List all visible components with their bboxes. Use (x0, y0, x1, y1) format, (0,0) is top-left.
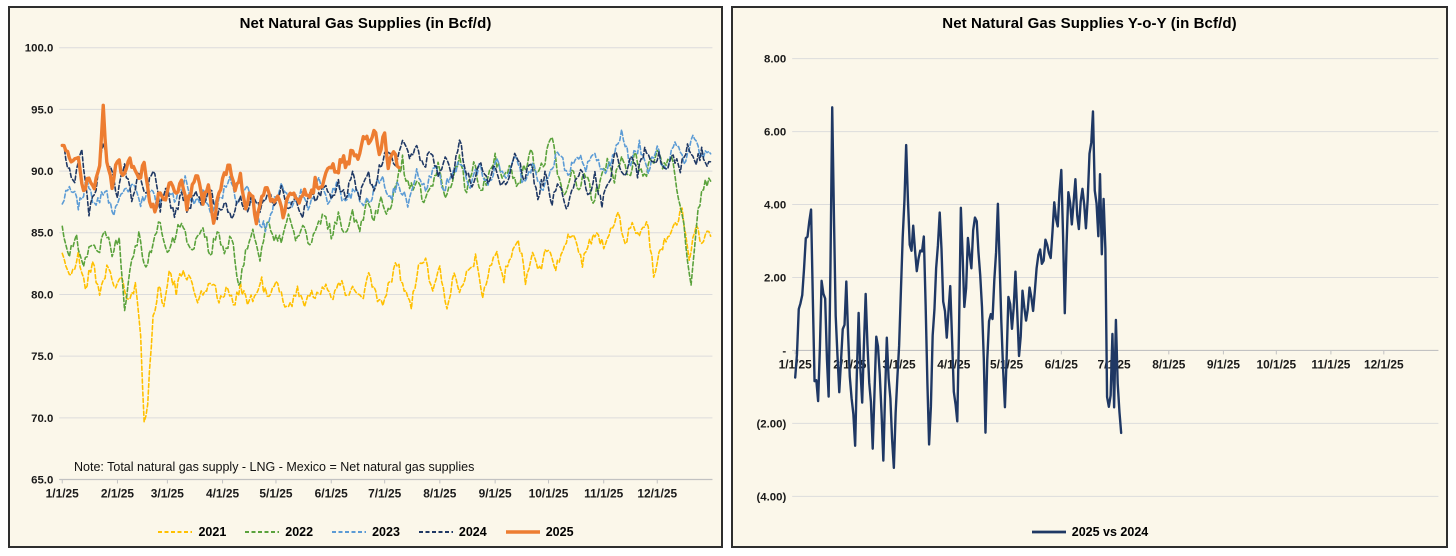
legend-item-2025-vs-2024: 2025 vs 2024 (1031, 525, 1148, 539)
y-tick-label: 90.0 (31, 166, 53, 178)
series-line-2025 (60, 103, 401, 226)
right-chart-title: Net Natural Gas Supplies Y-o-Y (in Bcf/d… (942, 15, 1237, 32)
legend-line-sample (418, 531, 453, 533)
x-tick-label: 10/1/25 (1256, 357, 1296, 371)
y-tick-label: (2.00) (756, 418, 786, 430)
right-chart-legend: 2025 vs 2024 (733, 525, 1446, 539)
right-chart-plot: (4.00)(2.00)-2.004.006.008.001/1/25 2/1/2… (756, 54, 1439, 503)
chart-note: Note: Total natural gas supply - LNG - M… (74, 460, 475, 474)
series-line-2021 (61, 207, 712, 423)
x-tick-label: 8/1/25 (423, 486, 456, 500)
legend-line-sample (332, 531, 367, 533)
x-tick-label: 2/1/25 (101, 486, 134, 500)
x-tick-label: 9/1/25 (1207, 357, 1240, 371)
left-chart-legend: 2021 2022 2023 2024 2025 (10, 525, 721, 539)
y-tick-label: 8.00 (764, 54, 786, 66)
x-tick-label: 11/1/25 (1311, 357, 1350, 371)
y-tick-label: (4.00) (756, 491, 786, 503)
left-chart-panel: Net Natural Gas Supplies (in Bcf/d) 65.0… (8, 6, 723, 548)
x-tick-label: 1/1/25 (46, 486, 79, 500)
x-tick-label: 6/1/25 (1045, 357, 1078, 371)
legend-label: 2025 (545, 525, 574, 539)
legend-label: 2022 (285, 525, 314, 539)
legend-item-2021: 2021 (157, 525, 226, 539)
y-tick-label: 80.0 (31, 289, 53, 301)
legend-line-sample (245, 531, 280, 533)
y-tick-label: 65.0 (31, 474, 53, 486)
y-tick-label: 95.0 (31, 104, 53, 116)
x-tick-label: 3/1/25 (883, 357, 916, 371)
legend-label: 2025 vs 2024 (1071, 525, 1149, 539)
series-line-2025-vs-2024 (793, 106, 1123, 469)
legend-label: 2023 (372, 525, 400, 539)
x-tick-label: 9/1/25 (479, 486, 512, 500)
legend-item-2022: 2022 (244, 525, 313, 539)
series-line-2022 (61, 136, 712, 312)
x-tick-label: 4/1/25 (206, 486, 239, 500)
left-chart-title: Net Natural Gas Supplies (in Bcf/d) (239, 15, 492, 32)
legend-line-sample (505, 530, 540, 534)
legend-item-2024: 2024 (418, 525, 487, 539)
x-tick-label: 12/1/25 (637, 486, 677, 500)
series-line-2023 (61, 128, 712, 233)
x-tick-label: 7/1/25 (368, 486, 401, 500)
left-chart-plot: 65.0 70.0 75.0 80.0 85.0 90.0 95.0 100.0 1/1/25 2… (25, 43, 713, 500)
y-tick-label: - (782, 345, 786, 357)
x-tick-label: 8/1/25 (1152, 357, 1185, 371)
y-tick-label: 70.0 (31, 413, 53, 425)
x-tick-label: 11/1/25 (584, 486, 623, 500)
legend-item-2025: 2025 (505, 525, 574, 539)
y-tick-label: 6.00 (764, 127, 786, 139)
legend-label: 2024 (458, 525, 487, 539)
legend-item-2023: 2023 (331, 525, 400, 539)
x-tick-label: 5/1/25 (259, 486, 292, 500)
right-chart-panel: Net Natural Gas Supplies Y-o-Y (in Bcf/d… (731, 6, 1448, 548)
y-tick-label: 100.0 (25, 43, 54, 55)
y-tick-label: 4.00 (764, 200, 786, 212)
legend-line-sample (158, 531, 193, 533)
x-tick-label: 10/1/25 (529, 486, 569, 500)
legend-label: 2021 (198, 525, 227, 539)
y-tick-label: 85.0 (31, 228, 53, 240)
y-tick-label: 75.0 (31, 351, 53, 363)
y-tick-label: 2.00 (764, 272, 786, 284)
x-tick-label: 6/1/25 (315, 486, 348, 500)
x-tick-label: 12/1/25 (1364, 357, 1404, 371)
legend-line-sample (1031, 530, 1066, 534)
x-tick-label: 3/1/25 (151, 486, 184, 500)
